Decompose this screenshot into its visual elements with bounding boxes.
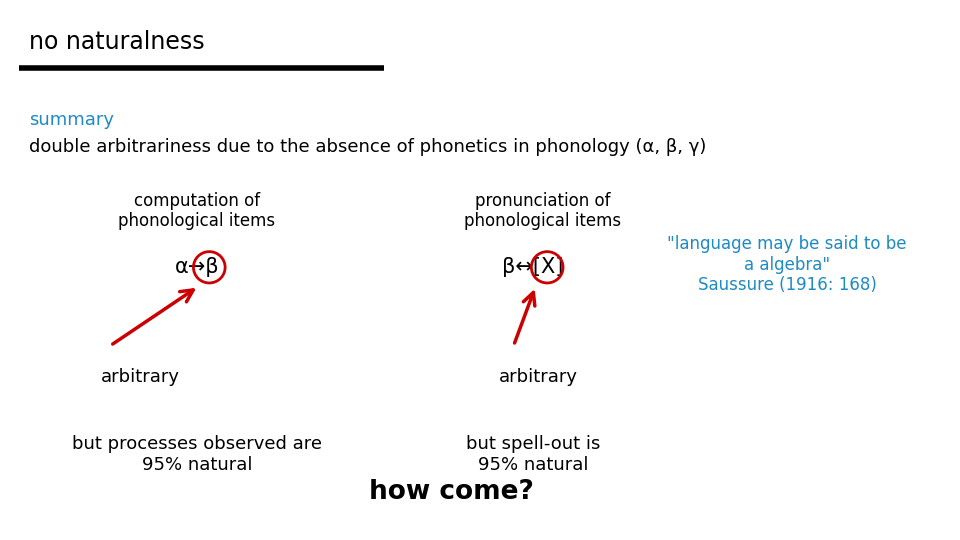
Text: α→β: α→β bbox=[175, 257, 219, 278]
Text: arbitrary: arbitrary bbox=[101, 368, 180, 386]
Text: how come?: how come? bbox=[369, 479, 534, 505]
Text: pronunciation of
phonological items: pronunciation of phonological items bbox=[464, 192, 621, 231]
Text: computation of
phonological items: computation of phonological items bbox=[118, 192, 276, 231]
Text: arbitrary: arbitrary bbox=[499, 368, 578, 386]
Text: but spell-out is
95% natural: but spell-out is 95% natural bbox=[466, 435, 600, 474]
Text: double arbitrariness due to the absence of phonetics in phonology (α, β, γ): double arbitrariness due to the absence … bbox=[29, 138, 707, 156]
Text: β↔[X]: β↔[X] bbox=[502, 257, 564, 278]
Text: "language may be said to be
a algebra"
Saussure (1916: 168): "language may be said to be a algebra" S… bbox=[667, 235, 907, 294]
Text: but processes observed are
95% natural: but processes observed are 95% natural bbox=[72, 435, 322, 474]
Text: summary: summary bbox=[29, 111, 114, 129]
Text: no naturalness: no naturalness bbox=[29, 30, 204, 53]
